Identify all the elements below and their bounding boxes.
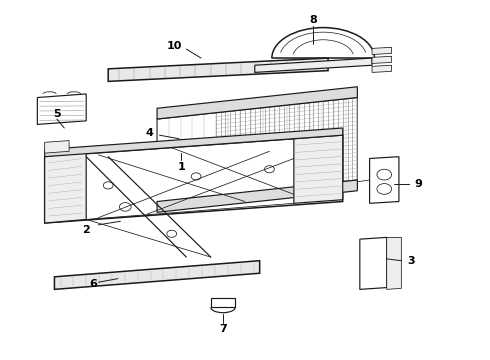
Polygon shape (294, 135, 343, 203)
Text: 6: 6 (90, 279, 98, 289)
Polygon shape (360, 237, 387, 289)
Polygon shape (108, 58, 328, 81)
Polygon shape (37, 94, 86, 125)
Text: 3: 3 (407, 256, 415, 266)
Text: 1: 1 (177, 162, 185, 172)
Polygon shape (372, 56, 392, 63)
Text: 9: 9 (415, 179, 422, 189)
Polygon shape (369, 157, 399, 203)
Polygon shape (387, 237, 401, 289)
Polygon shape (372, 47, 392, 54)
Polygon shape (54, 261, 260, 289)
Polygon shape (45, 151, 86, 223)
Text: 7: 7 (219, 324, 227, 334)
Text: 5: 5 (53, 109, 61, 119)
Polygon shape (45, 140, 69, 153)
Polygon shape (157, 180, 357, 212)
Polygon shape (255, 58, 372, 72)
Polygon shape (157, 87, 357, 119)
Polygon shape (157, 98, 357, 202)
Polygon shape (45, 135, 343, 223)
Polygon shape (211, 298, 235, 307)
Polygon shape (45, 128, 343, 157)
Polygon shape (372, 65, 392, 72)
Text: 4: 4 (146, 129, 154, 138)
Text: 8: 8 (310, 15, 318, 26)
Text: 10: 10 (167, 41, 182, 50)
Text: 2: 2 (82, 225, 90, 235)
